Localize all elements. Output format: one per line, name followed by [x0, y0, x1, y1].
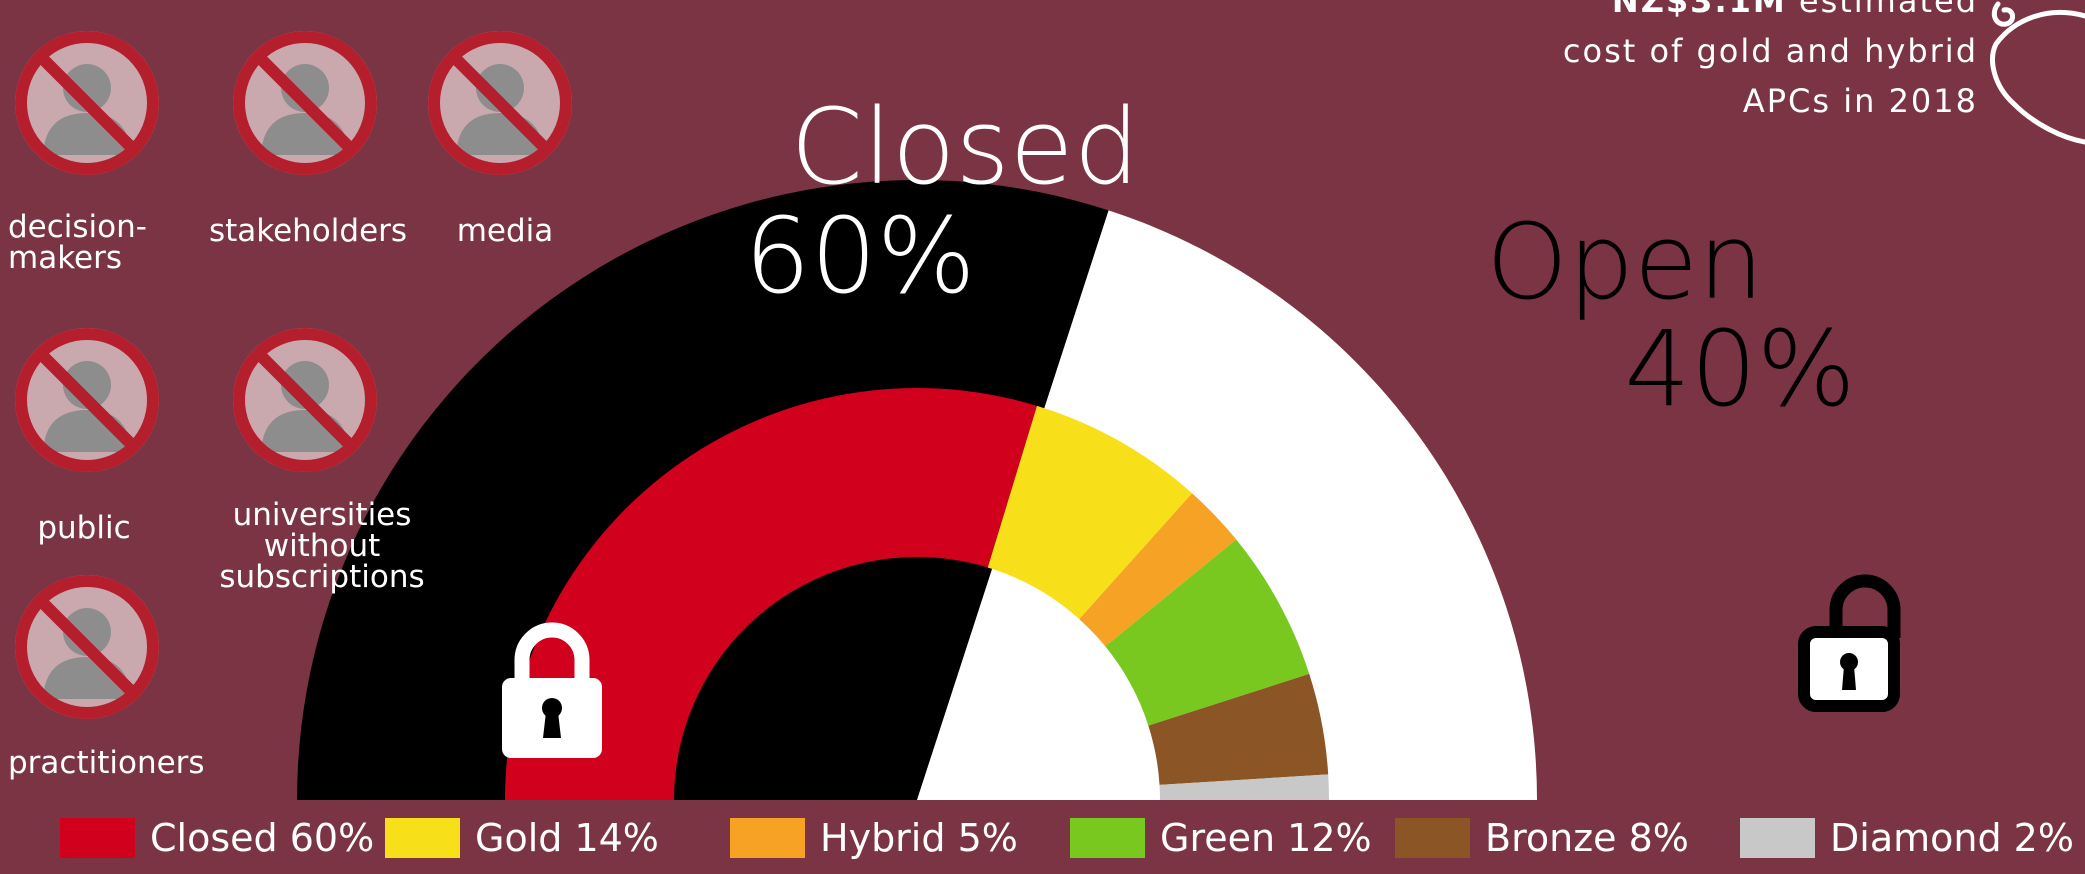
- no-person-icon: [428, 31, 572, 175]
- no-person-icon: [233, 328, 377, 472]
- inner-slice-green: [1105, 539, 1310, 726]
- audience-label-line: universities: [233, 497, 412, 533]
- legend-item-closed: Closed 60%: [60, 816, 374, 860]
- cost-note-line2: cost of gold and hybrid: [1563, 32, 1978, 70]
- open-ring-label: Open: [1486, 201, 1764, 323]
- legend-label: Closed 60%: [150, 816, 374, 860]
- padlock-open-icon: [1798, 574, 1901, 712]
- no-person-icon: [15, 328, 159, 472]
- no-person-icon: [233, 31, 377, 175]
- open-ring-value: 40%: [1624, 308, 1855, 430]
- legend-swatch: [385, 818, 460, 858]
- cost-amount: NZ$3.1M: [1612, 0, 1787, 20]
- legend-swatch: [730, 818, 805, 858]
- legend-item-green: Green 12%: [1070, 816, 1372, 860]
- legend-label: Diamond 2%: [1830, 816, 2074, 860]
- legend: Closed 60% Gold 14% Hybrid 5% Green 12% Bron…: [60, 816, 2074, 860]
- legend-swatch: [1395, 818, 1470, 858]
- audience-media: media: [428, 31, 572, 249]
- audience-label-line: practitioners: [8, 745, 205, 781]
- cost-note-line1: NZ$3.1M estimated: [1612, 0, 1978, 20]
- inner-slice-closed: [505, 387, 1037, 800]
- cost-estimated: estimated: [1787, 0, 1978, 20]
- audience-label-line: makers: [8, 240, 122, 276]
- cost-note-line3: APCs in 2018: [1743, 82, 1978, 120]
- legend-label: Gold 14%: [475, 816, 659, 860]
- audience-label-line: decision-: [8, 209, 147, 245]
- no-person-icon: [15, 575, 159, 719]
- audience-practitioners: practitioners: [8, 575, 205, 781]
- legend-swatch: [1740, 818, 1815, 858]
- inner-slice-diamond: [1159, 774, 1329, 800]
- audience-decision-makers: decision-makers: [8, 31, 159, 276]
- legend-item-hybrid: Hybrid 5%: [730, 816, 1018, 860]
- legend-swatch: [60, 818, 135, 858]
- inner-slice-hybrid: [1079, 493, 1237, 647]
- audience-label-line: public: [37, 510, 130, 546]
- legend-item-gold: Gold 14%: [385, 816, 659, 860]
- closed-ring-value: 60%: [744, 195, 975, 317]
- audience-label-line: subscriptions: [219, 559, 424, 595]
- audience-stakeholders: stakeholders: [209, 31, 407, 249]
- audience-list: decision-makers stakeholders media public un…: [8, 31, 572, 781]
- legend-swatch: [1070, 818, 1145, 858]
- no-person-icon: [15, 31, 159, 175]
- closed-ring-label: Closed: [790, 86, 1139, 208]
- padlock-closed-icon: [502, 622, 602, 758]
- inner-slice-bronze: [1148, 673, 1329, 785]
- audience-label-line: media: [457, 213, 554, 249]
- legend-item-diamond: Diamond 2%: [1740, 816, 2074, 860]
- piggy-bank-icon: [1990, 1, 2085, 145]
- legend-label: Bronze 8%: [1485, 816, 1689, 860]
- audience-label-line: stakeholders: [209, 213, 407, 249]
- inner-slice-gold: [987, 405, 1193, 620]
- legend-label: Green 12%: [1160, 816, 1372, 860]
- audience-public: public: [15, 328, 159, 546]
- legend-label: Hybrid 5%: [820, 816, 1018, 860]
- audience-label-line: without: [264, 528, 381, 564]
- inner-ring: [505, 387, 1329, 800]
- outer-slice-open: [917, 210, 1537, 800]
- legend-item-bronze: Bronze 8%: [1395, 816, 1689, 860]
